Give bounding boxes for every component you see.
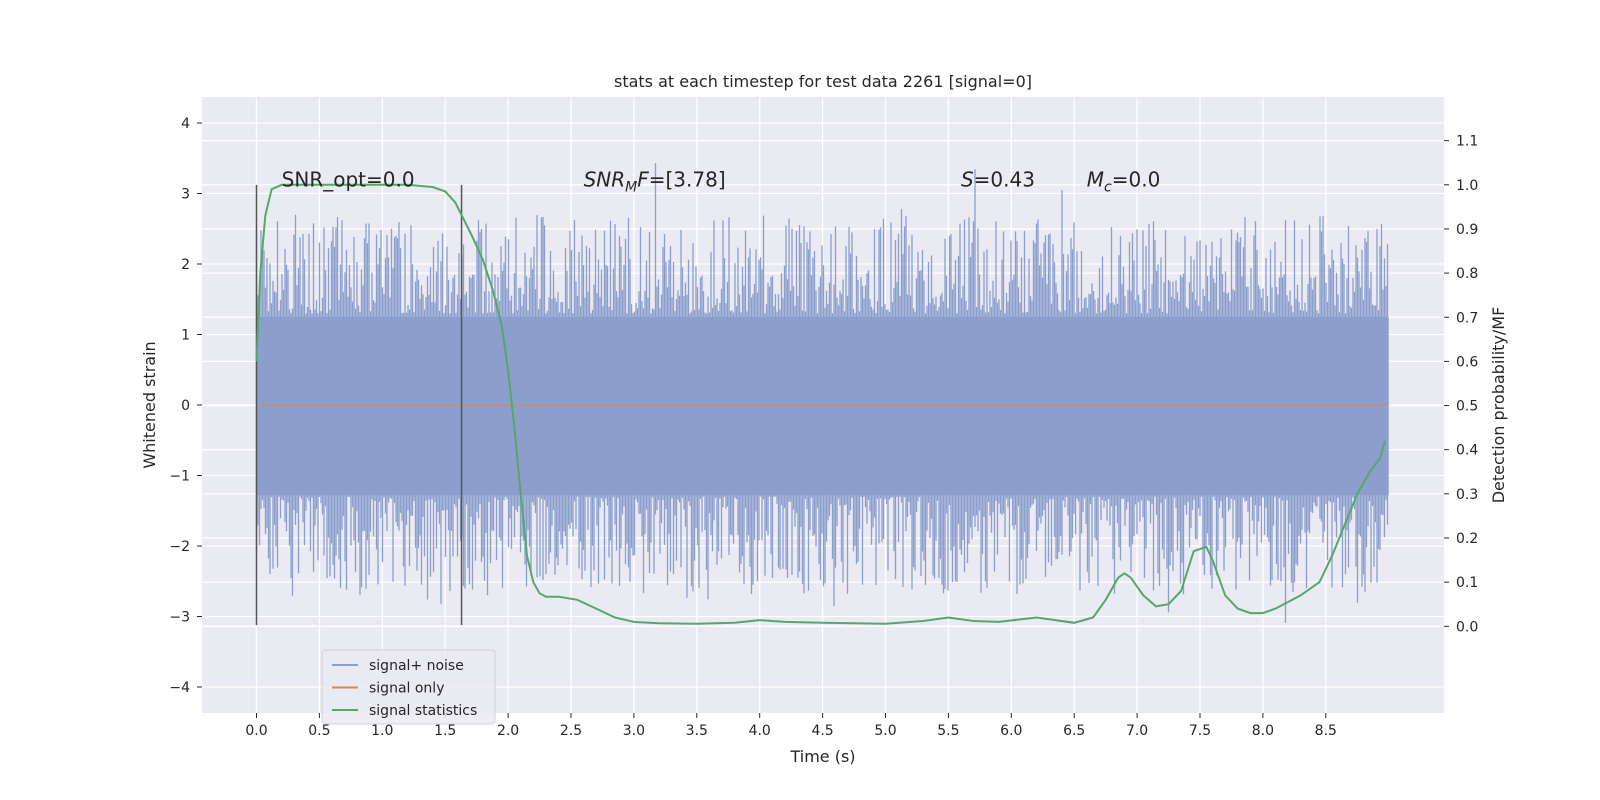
y-tick-label: 3 <box>181 187 190 203</box>
legend-box <box>321 649 496 725</box>
y-axis-label: Whitened strain <box>140 341 159 468</box>
y-tick-label: 0 <box>181 398 190 414</box>
x-tick-label: 2.5 <box>560 723 582 739</box>
y2-tick-label: 0.5 <box>1456 399 1478 415</box>
x-tick-label: 7.0 <box>1126 723 1148 739</box>
annotation-text: S=0.43 <box>961 167 1035 191</box>
x-tick-label: 4.5 <box>811 723 833 739</box>
x-tick-label: 8.0 <box>1252 723 1274 739</box>
annotation-text: SNR_opt=0.0 <box>282 167 415 191</box>
y2-tick-label: 0.7 <box>1456 310 1478 326</box>
stats-series <box>255 183 1386 625</box>
noise-series <box>255 163 1389 623</box>
x-tick-label: 3.0 <box>623 723 645 739</box>
x-tick-label: 6.0 <box>1000 723 1022 739</box>
x-tick-label: 7.5 <box>1189 723 1211 739</box>
y2-tick-label: 0.3 <box>1456 487 1478 503</box>
annotation-text: Mc=0.0 <box>1087 167 1161 195</box>
x-axis-label: Time (s) <box>789 747 855 766</box>
annotation-text: SNRMF=[3.78] <box>584 167 726 195</box>
x-tick-label: 1.5 <box>434 723 456 739</box>
x-tick-label: 2.0 <box>497 723 519 739</box>
x-tick-label: 1.0 <box>371 723 393 739</box>
x-tick-label: 5.0 <box>874 723 896 739</box>
legend-label: signal statistics <box>369 703 477 719</box>
legend-label: signal+ noise <box>369 658 464 674</box>
x-tick-label: 0.5 <box>308 723 330 739</box>
y-tick-label: 2 <box>181 257 190 273</box>
x-tick-label: 3.5 <box>686 723 708 739</box>
y2-tick-label: 1.1 <box>1456 134 1478 150</box>
chart-title: stats at each timestep for test data 226… <box>614 72 1032 91</box>
y-tick-label: −3 <box>169 610 190 626</box>
y2-tick-label: 0.8 <box>1456 266 1478 282</box>
y2-tick-label: 0.4 <box>1456 443 1478 459</box>
signal-statistics-line <box>255 183 1386 625</box>
legend: signal+ noise signal only signal statistic… <box>321 649 496 725</box>
y-tick-label: −2 <box>169 539 190 555</box>
x-tick-label: 5.5 <box>937 723 959 739</box>
y2-tick-label: 0.1 <box>1456 575 1478 591</box>
vertical-markers <box>255 185 463 625</box>
y2-axis-label: Detection probability/MF <box>1489 307 1508 504</box>
y-tick-label: −4 <box>169 680 190 696</box>
y2-tick-label: 0.2 <box>1456 531 1478 547</box>
legend-label: signal only <box>369 681 444 697</box>
y-tick-label: −1 <box>169 469 190 485</box>
y-tick-label: 1 <box>181 328 190 344</box>
y2-tick-label: 0.0 <box>1456 619 1478 635</box>
x-tick-label: 8.5 <box>1315 723 1337 739</box>
y-tick-label: 4 <box>181 116 190 132</box>
x-tick-label: 4.0 <box>749 723 771 739</box>
x-tick-label: 6.5 <box>1063 723 1085 739</box>
y2-tick-label: 0.9 <box>1456 222 1478 238</box>
y2-tick-label: 0.6 <box>1456 354 1478 370</box>
x-tick-label: 0.0 <box>245 723 267 739</box>
y2-tick-label: 1.0 <box>1456 178 1478 194</box>
annotations: SNR_opt=0.0 SNRMF=[3.78] S=0.43 Mc=0.0 <box>282 167 1161 195</box>
axes: 0.0 0.5 1.0 1.5 2.0 2.5 3.0 3.5 4.0 4.5 5.0 5.5 6.0 6… <box>169 116 1478 739</box>
